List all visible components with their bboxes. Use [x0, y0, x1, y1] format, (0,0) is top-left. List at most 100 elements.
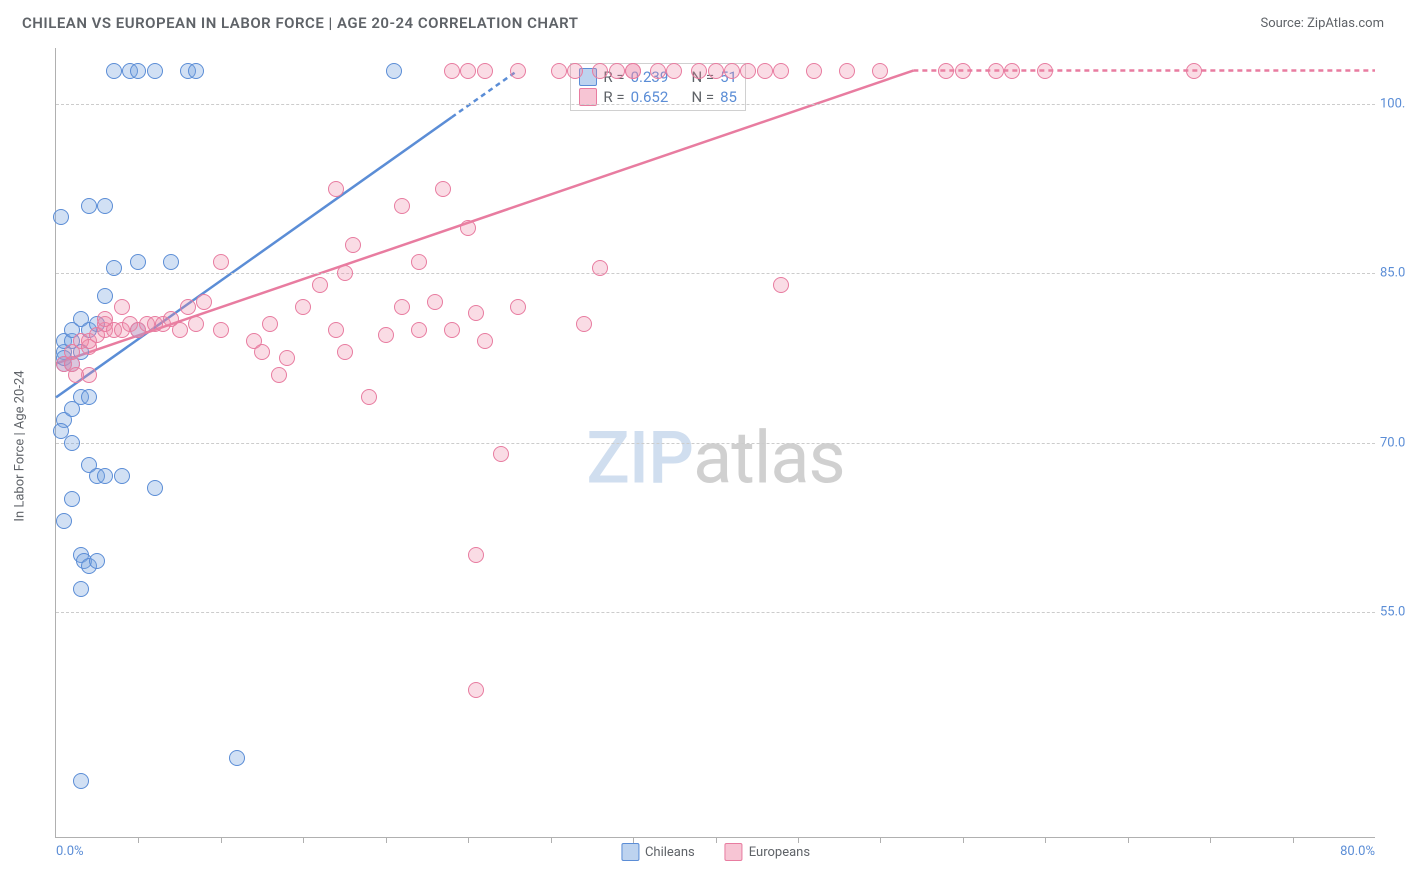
data-point-europeans	[740, 63, 756, 79]
legend-swatch-chileans	[621, 843, 639, 861]
chart-title: CHILEAN VS EUROPEAN IN LABOR FORCE | AGE…	[22, 14, 578, 32]
data-point-chileans	[97, 468, 113, 484]
data-point-europeans	[328, 181, 344, 197]
data-point-europeans	[708, 63, 724, 79]
x-tick	[1045, 837, 1046, 843]
data-point-europeans	[279, 350, 295, 366]
x-tick	[221, 837, 222, 843]
data-point-chileans	[56, 513, 72, 529]
x-tick	[386, 837, 387, 843]
x-tick	[138, 837, 139, 843]
legend-swatch-europeans	[725, 843, 743, 861]
data-point-europeans	[757, 63, 773, 79]
data-point-europeans	[1037, 63, 1053, 79]
data-point-europeans	[345, 237, 361, 253]
x-tick	[716, 837, 717, 843]
data-point-europeans	[567, 63, 583, 79]
data-point-europeans	[691, 63, 707, 79]
y-axis-title: In Labor Force | Age 20-24	[13, 370, 28, 521]
data-point-europeans	[435, 181, 451, 197]
data-point-chileans	[81, 198, 97, 214]
data-point-europeans	[510, 63, 526, 79]
data-point-chileans	[386, 63, 402, 79]
data-point-europeans	[271, 367, 287, 383]
x-tick	[963, 837, 964, 843]
data-point-europeans	[180, 299, 196, 315]
data-point-europeans	[196, 294, 212, 310]
x-tick-label: 0.0%	[56, 844, 84, 859]
data-point-europeans	[460, 63, 476, 79]
x-tick	[633, 837, 634, 843]
data-point-europeans	[938, 63, 954, 79]
legend-item-chileans: Chileans	[621, 843, 695, 861]
x-tick	[1293, 837, 1294, 843]
data-point-chileans	[64, 491, 80, 507]
data-point-chileans	[130, 254, 146, 270]
data-point-chileans	[97, 198, 113, 214]
corr-r-label: R =	[603, 88, 624, 106]
data-point-europeans	[510, 299, 526, 315]
data-point-europeans	[625, 63, 641, 79]
data-point-chileans	[229, 750, 245, 766]
data-point-chileans	[53, 423, 69, 439]
x-tick-label: 80.0%	[1340, 844, 1375, 859]
legend-item-europeans: Europeans	[725, 843, 810, 861]
legend-label-chileans: Chileans	[645, 845, 695, 860]
corr-legend-row-europeans: R = 0.652 N = 85	[579, 88, 737, 106]
data-point-europeans	[411, 254, 427, 270]
gridline-h	[56, 612, 1375, 613]
x-tick	[1128, 837, 1129, 843]
data-point-europeans	[493, 446, 509, 462]
data-point-chileans	[97, 288, 113, 304]
data-point-europeans	[394, 299, 410, 315]
data-point-europeans	[444, 322, 460, 338]
data-point-chileans	[81, 389, 97, 405]
corr-n-value: 85	[720, 88, 737, 106]
legend-label-europeans: Europeans	[749, 845, 810, 860]
data-point-chileans	[73, 581, 89, 597]
data-point-europeans	[394, 198, 410, 214]
legend-swatch-europeans	[579, 88, 597, 106]
data-point-europeans	[551, 63, 567, 79]
y-tick-label: 100.0%	[1380, 97, 1406, 112]
scatter-chart: ZIPatlas R = 0.239 N = 51R = 0.652 N = 8…	[55, 48, 1375, 838]
gridline-h	[56, 104, 1375, 105]
data-point-europeans	[592, 63, 608, 79]
data-point-europeans	[576, 316, 592, 332]
data-point-chileans	[53, 209, 69, 225]
data-point-europeans	[213, 254, 229, 270]
data-point-europeans	[592, 260, 608, 276]
data-point-europeans	[411, 322, 427, 338]
x-tick	[551, 837, 552, 843]
data-point-europeans	[468, 682, 484, 698]
data-point-europeans	[262, 316, 278, 332]
data-point-europeans	[378, 327, 394, 343]
x-tick	[468, 837, 469, 843]
chart-source: Source: ZipAtlas.com	[1260, 16, 1384, 31]
data-point-europeans	[427, 294, 443, 310]
data-point-europeans	[312, 277, 328, 293]
watermark: ZIPatlas	[586, 416, 844, 501]
data-point-chileans	[64, 435, 80, 451]
data-point-europeans	[361, 389, 377, 405]
data-point-chileans	[106, 260, 122, 276]
x-tick	[1210, 837, 1211, 843]
data-point-europeans	[188, 316, 204, 332]
data-point-chileans	[114, 468, 130, 484]
gridline-h	[56, 273, 1375, 274]
data-point-europeans	[468, 305, 484, 321]
data-point-europeans	[988, 63, 1004, 79]
corr-r-value: 0.652	[631, 88, 669, 106]
data-point-europeans	[806, 63, 822, 79]
gridline-h	[56, 443, 1375, 444]
data-point-europeans	[114, 299, 130, 315]
watermark-zip: ZIP	[586, 416, 693, 501]
data-point-chileans	[188, 63, 204, 79]
y-tick-label: 70.0%	[1380, 435, 1406, 450]
data-point-europeans	[444, 63, 460, 79]
data-point-europeans	[477, 63, 493, 79]
corr-n-label: N =	[691, 88, 714, 106]
data-point-europeans	[839, 63, 855, 79]
watermark-atlas: atlas	[693, 416, 845, 501]
x-tick	[303, 837, 304, 843]
